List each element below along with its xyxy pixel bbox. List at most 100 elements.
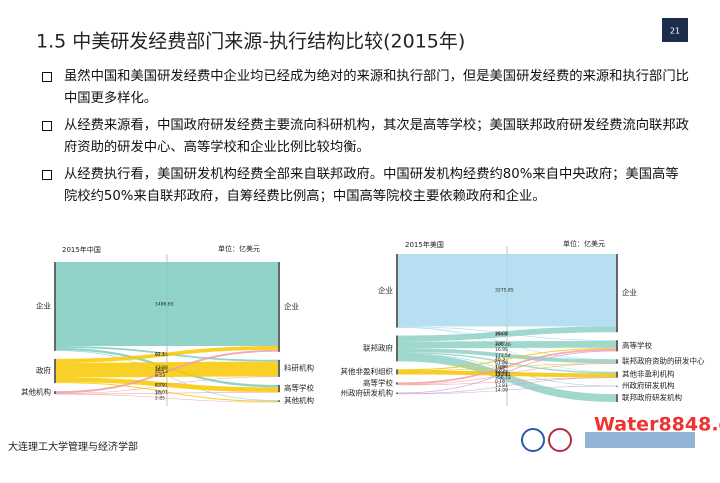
flow [398, 340, 616, 349]
node [616, 359, 618, 364]
flow [56, 346, 278, 363]
source-label: 企业 [36, 300, 51, 310]
target-label: 联邦政府资助的研发中心 [622, 355, 705, 365]
bullet: 从经费来源看，中国政府研发经费主要流向科研机构，其次是高等学校；美国联邦政府研发… [40, 115, 690, 159]
flow [398, 327, 616, 373]
watermark: Water8848.com [594, 414, 720, 436]
flow-value: 0.16 [495, 379, 505, 385]
flow-value: 8.72 [155, 383, 165, 389]
flow [398, 347, 616, 371]
node [278, 262, 280, 352]
flow [56, 377, 278, 393]
flow [398, 348, 616, 385]
flow-value: 32.1 [155, 351, 165, 357]
node [396, 335, 398, 362]
source-label: 联邦政府 [363, 342, 393, 352]
flow-value: 3275.85 [495, 288, 514, 294]
node [54, 262, 56, 351]
flow [56, 349, 278, 394]
flow-value: 14.99 [495, 388, 508, 394]
target-label: 其他非盈利机构 [622, 369, 675, 379]
flow [398, 254, 616, 327]
logo [548, 428, 572, 452]
target-label: 高等学校 [284, 383, 314, 393]
flow-value: 67.55 [155, 352, 168, 358]
node [54, 358, 56, 384]
flow [56, 361, 278, 378]
source-label: 其他机构 [21, 387, 51, 397]
flow-value: 16.95 [495, 347, 508, 353]
node [396, 254, 398, 328]
flow [398, 353, 616, 402]
flow-value: 356.72 [495, 375, 511, 381]
slide-title: 1.5 中美研发经费部门来源-执行结构比较(2015年) [36, 31, 465, 53]
target-label: 企业 [284, 301, 299, 311]
flow [398, 377, 616, 394]
flow-value: 3.5 [155, 391, 162, 397]
node [396, 369, 398, 375]
bullets: 虽然中国和美国研发经费中企业均已经成为绝对的来源和执行部门，但是美国研发经费的来… [40, 66, 690, 213]
flow [398, 350, 616, 394]
flow-value: 262 [155, 367, 164, 373]
flow [56, 382, 278, 402]
flow [398, 353, 616, 387]
node [616, 394, 618, 402]
node [616, 385, 618, 387]
flow-value: 48.3 [495, 357, 505, 363]
node [278, 359, 280, 377]
unit-label: 单位：亿美元 [563, 239, 605, 248]
flow-value: 35.08 [495, 331, 508, 337]
flow-value: 43.88 [155, 365, 168, 371]
flow [398, 348, 616, 364]
source-label: 高等学校 [363, 378, 393, 388]
flow-value: 18.01 [155, 389, 168, 395]
flow-value: 82.91 [155, 382, 168, 388]
logo [585, 432, 695, 448]
flow-value: 305.46 [495, 342, 511, 348]
diagram-title: 2015年中国 [62, 245, 101, 254]
flow [56, 393, 278, 403]
logo [521, 428, 545, 452]
flow [56, 262, 278, 347]
node [396, 382, 398, 385]
flow-value: 13.81 [495, 383, 508, 389]
source-label: 州政府研发机构 [341, 387, 394, 397]
target-label: 企业 [622, 287, 637, 297]
flow-value: 9.53 [155, 373, 165, 379]
unit-label: 单位：亿美元 [218, 244, 260, 253]
bullet: 虽然中国和美国研发经费中企业均已经成为绝对的来源和执行部门，但是美国研发经费的来… [40, 66, 690, 110]
flow-value: 2.85 [495, 367, 505, 373]
footer: 大连理工大学管理与经济学部 [8, 440, 138, 453]
diagram-title: 2015年美国 [405, 240, 444, 249]
node [54, 391, 56, 394]
flow-value: 34.48 [495, 369, 508, 375]
page-number: 21 [670, 27, 680, 36]
flow-value: 266.6 [495, 331, 508, 337]
flow [398, 377, 616, 386]
flow [398, 385, 616, 395]
flow-value: 1.26 [495, 365, 505, 371]
flow-value: 35.13 [155, 369, 168, 375]
flow-value: 61.88 [495, 360, 508, 366]
source-label: 政府 [36, 365, 51, 375]
target-label: 联邦政府研发机构 [622, 392, 682, 402]
source-label: 企业 [378, 285, 393, 295]
flow-value: 17.73 [495, 372, 508, 378]
target-label: 州政府研发机构 [622, 380, 675, 390]
flow-value: 2.85 [155, 396, 165, 402]
flow-value: 173.54 [495, 353, 511, 359]
target-label: 高等学校 [622, 340, 652, 350]
node [616, 340, 618, 352]
target-label: 科研机构 [284, 362, 314, 372]
flow [398, 352, 616, 374]
node [616, 371, 618, 378]
flow-value: 182.41 [495, 371, 511, 377]
node [278, 384, 280, 393]
flow-value: 79.96 [495, 364, 508, 370]
node [278, 400, 280, 402]
flow [398, 326, 616, 342]
flow-value: 3.87 [495, 341, 505, 347]
node [616, 254, 618, 333]
target-label: 其他机构 [284, 395, 314, 405]
